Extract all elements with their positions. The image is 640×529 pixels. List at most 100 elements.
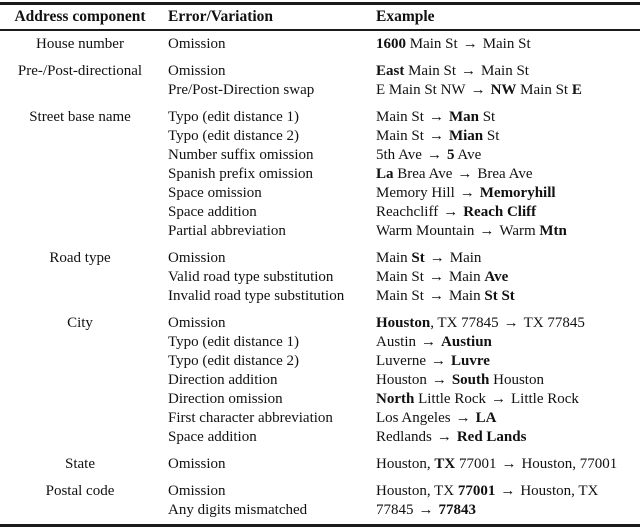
example-text: 77001 (455, 456, 497, 472)
error-variation-cell: Any digits mismatched (168, 502, 308, 518)
table-bottom-rule (0, 524, 640, 527)
table-row: Space omission Memory Hill → Memoryhill (168, 184, 640, 203)
table-row: Omission Houston, TX 77001 → Houston, TX (168, 482, 640, 501)
example-cell: La Brea Ave → Brea Ave (376, 165, 640, 184)
error-variation-cell: Omission (168, 250, 226, 266)
table-section: Road type Omission Main St → Main Valid road … (0, 245, 640, 310)
example-bold-text: St (411, 250, 425, 266)
section-rows: Omission Houston, TX 77001 → Houston, 77001 (168, 455, 640, 474)
example-bold-text: Red Lands (456, 429, 527, 445)
right-arrow-glyph: → (436, 429, 452, 445)
example-cell: Main St → Main (376, 249, 640, 268)
right-arrow-glyph: → (455, 410, 471, 426)
example-bold-text: Houston (376, 315, 431, 331)
example-text: E Main St NW (376, 82, 466, 98)
table-row: Pre/Post-Direction swap E Main St NW → NW M… (168, 81, 640, 100)
table-row: Omission Houston, TX 77001 → Houston, 77001 (168, 455, 640, 474)
error-variation-cell: Typo (edit distance 2) (168, 128, 299, 144)
example-text: Little Rock (510, 391, 579, 407)
error-variation-cell: Omission (168, 36, 226, 52)
address-component-cell: Postal code (45, 483, 115, 499)
example-cell: Redlands → Red Lands (376, 428, 640, 447)
right-arrow-glyph: → (461, 63, 477, 79)
error-variation-cell: Omission (168, 483, 226, 499)
example-cell: Los Angeles → LA (376, 409, 640, 428)
example-text: Main (448, 269, 485, 285)
error-variation-cell: Invalid road type substitution (168, 288, 345, 304)
table-section: House number Omission 1600 Main St → Main St (0, 31, 640, 58)
example-text: Houston, TX (520, 483, 599, 499)
table-body: House number Omission 1600 Main St → Main St… (0, 31, 640, 524)
example-text: Ave (454, 147, 482, 163)
table-row: Omission Houston, TX 77845 → TX 77845 (168, 314, 640, 333)
example-cell: Houston, TX 77845 → TX 77845 (376, 314, 640, 333)
section-rows: Omission Houston, TX 77001 → Houston, TX Any… (168, 482, 640, 520)
example-text: Los Angeles (376, 410, 451, 426)
example-text: Luverne (376, 353, 426, 369)
example-bold-text: South (451, 372, 490, 388)
example-bold-text: Mtn (539, 223, 567, 239)
example-text: Main (376, 250, 412, 266)
example-bold-text: North (376, 391, 415, 407)
example-bold-text: LA (475, 410, 497, 426)
right-arrow-glyph: → (479, 223, 495, 239)
example-text: St (478, 109, 496, 125)
address-component-cell: Road type (49, 250, 111, 266)
error-variation-cell: Space omission (168, 185, 262, 201)
section-rows: Omission East Main St → Main St Pre/Post-Dir… (168, 62, 640, 100)
address-component-cell: State (65, 456, 95, 472)
example-cell: Houston → South Houston (376, 371, 640, 390)
example-cell: 77845 → 77843 (376, 501, 640, 520)
example-text: Main St (406, 36, 458, 52)
table-section: Pre-/Post-directional Omission East Main S… (0, 58, 640, 104)
example-text: TX 77845 (523, 315, 585, 331)
example-text: Main St (376, 109, 424, 125)
error-variation-cell: Space addition (168, 429, 257, 445)
example-text: Houston (376, 372, 427, 388)
example-text: Main (449, 250, 482, 266)
error-variation-cell: Typo (edit distance 2) (168, 353, 299, 369)
example-cell: North Little Rock → Little Rock (376, 390, 640, 409)
error-variation-cell: Omission (168, 315, 226, 331)
table-row: Space addition Redlands → Red Lands (168, 428, 640, 447)
table-row: Spanish prefix omission La Brea Ave → Brea … (168, 165, 640, 184)
example-bold-text: Ave (484, 269, 509, 285)
example-bold-text: Man (448, 109, 479, 125)
error-variation-cell: Pre/Post-Direction swap (168, 82, 315, 98)
example-cell: Main St → Mian St (376, 127, 640, 146)
example-text: Main St (481, 63, 529, 79)
table-header-row: Address component Error/Variation Exampl… (0, 5, 640, 29)
example-bold-text: Austiun (441, 334, 492, 350)
table-top-rule (0, 2, 640, 5)
right-arrow-glyph: → (503, 315, 519, 331)
table-row: Omission Main St → Main (168, 249, 640, 268)
table-row: Number suffix omission 5th Ave → 5 Ave (168, 146, 640, 165)
example-text: Austin (376, 334, 417, 350)
example-cell: Main St → Main Ave (376, 268, 640, 287)
section-rows: Omission 1600 Main St → Main St (168, 35, 640, 54)
table-row: Invalid road type substitution Main St → Ma… (168, 287, 640, 306)
column-header-address-component: Address component (14, 7, 146, 25)
right-arrow-glyph: → (429, 250, 445, 266)
right-arrow-glyph: → (457, 166, 473, 182)
section-rows: Typo (edit distance 1) Main St → Man St Typo… (168, 108, 640, 241)
example-bold-text: TX (434, 456, 456, 472)
error-variation-cell: Partial abbreviation (168, 223, 286, 239)
address-component-cell: City (67, 315, 93, 331)
error-variation-cell: Space addition (168, 204, 257, 220)
example-text: Warm (499, 223, 540, 239)
example-bold-text: East (376, 63, 405, 79)
example-text: Main (448, 288, 485, 304)
table-row: Space addition Reachcliff → Reach Cliff (168, 203, 640, 222)
table-section: Postal code Omission Houston, TX 77001 → Hou… (0, 478, 640, 524)
error-variation-cell: Direction omission (168, 391, 283, 407)
example-text: Main St (376, 128, 424, 144)
example-text: Little Rock (414, 391, 486, 407)
example-bold-text: Reach Cliff (463, 204, 537, 220)
error-variation-cell: Number suffix omission (168, 147, 314, 163)
example-cell: Houston, TX 77001 → Houston, TX (376, 482, 640, 501)
example-text: Memory Hill (376, 185, 455, 201)
right-arrow-glyph: → (443, 204, 459, 220)
table-header-rule (0, 28, 640, 31)
